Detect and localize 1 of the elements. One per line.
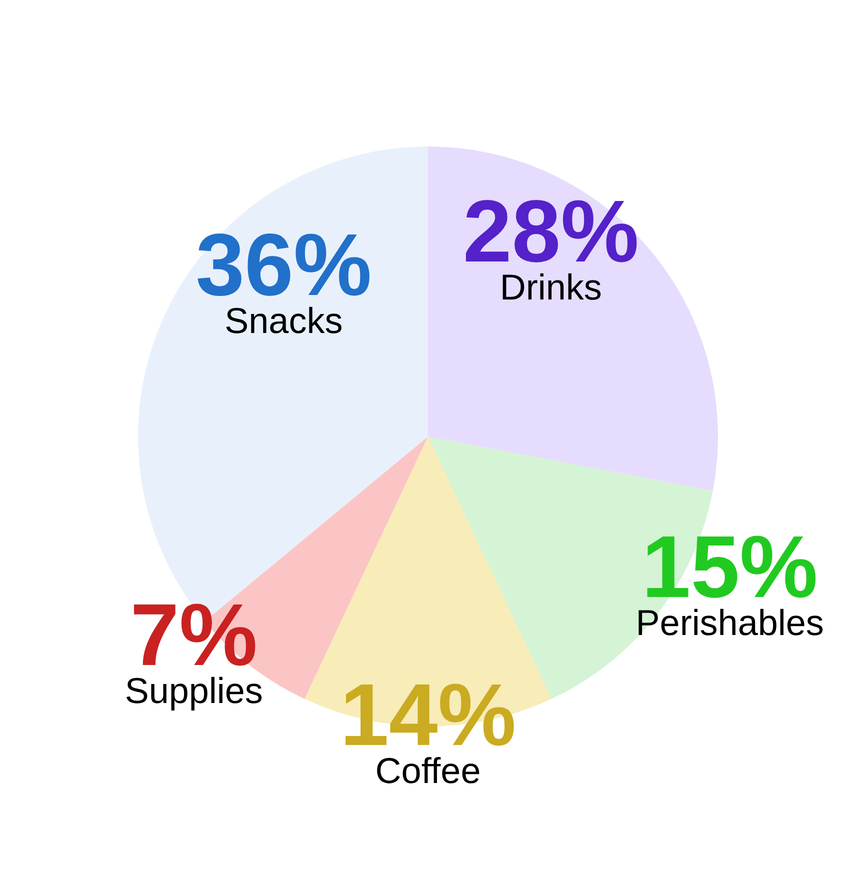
- pie-slice: [428, 146, 718, 491]
